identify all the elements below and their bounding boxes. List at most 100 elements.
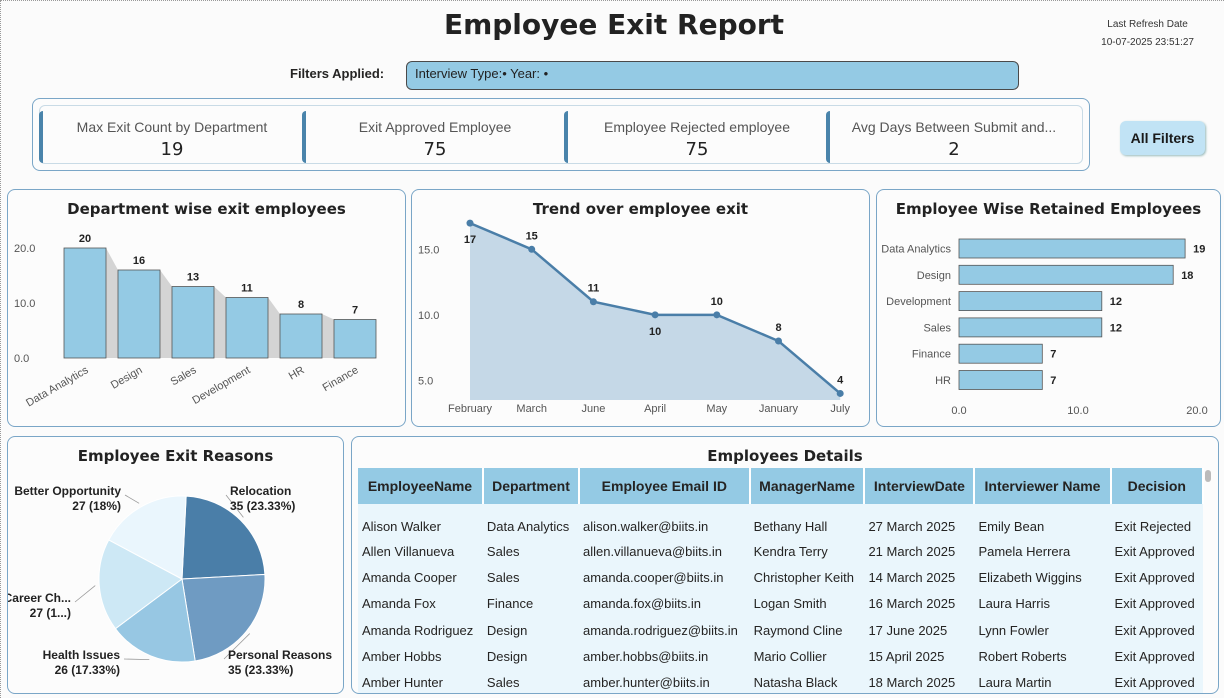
filters-label: Filters Applied: [290,66,385,81]
column-header[interactable]: ManagerName [749,468,866,504]
table-row[interactable]: Amber Hobbs Design amber.hobbs@biits.in Mar… [358,643,1203,670]
x-tick-label: June [581,403,605,415]
data-point [466,219,474,227]
y-tick-label: 0.0 [14,353,29,365]
table-cell: Christopher Keith [749,564,865,591]
table-cell: Kendra Terry [749,538,865,565]
kpi-label: Employee Rejected employee [604,119,790,135]
trend-chart-title: Trend over employee exit [532,200,749,218]
table-cell: Bethany Hall [749,504,865,538]
table-cell: Exit Approved [1110,616,1203,644]
slice-name: Personal Reasons [228,648,332,662]
table-cell: Sales [482,564,580,591]
data-point [651,311,659,319]
x-tick-label: 20.0 [1186,405,1207,417]
kpi-label: Max Exit Count by Department [76,119,268,135]
table-row[interactable]: Allen Villanueva Sales allen.villanueva@bi… [358,538,1203,565]
leader-line [223,633,251,660]
table-cell: Exit Approved [1110,643,1203,670]
column-header[interactable]: Employee Email ID [579,468,751,504]
x-tick-label: 0.0 [951,405,966,417]
bar [958,343,1043,364]
x-tick-label: Sales [169,364,199,388]
reasons-chart-card: Employee Exit Reasons Relocation 35 (23.3… [7,436,344,694]
table-cell: 21 March 2025 [864,538,975,565]
data-label: 10 [649,326,661,338]
data-label: 17 [464,234,476,246]
column-header[interactable]: InterviewDate [864,468,976,504]
x-tick-label: February [448,403,493,415]
trend-chart-card: Trend over employee exit 5.0 10.0 15.0 17 Fe… [411,189,870,427]
data-label: 13 [187,272,199,284]
kpi-card-avg-days[interactable]: Avg Days Between Submit and... 2 [826,111,1078,163]
data-label: 19 [1193,244,1205,256]
table-cell: 27 March 2025 [864,504,975,538]
table-row[interactable]: Amber Hunter Sales amber.hunter@biits.in Na… [358,669,1203,693]
table-cell: allen.villanueva@biits.in [579,538,750,565]
table-cell: Sales [482,669,580,693]
data-label: 8 [775,322,781,334]
table-cell: Exit Approved [1110,669,1203,693]
slice-value: 27 (1...) [30,606,71,620]
column-header[interactable]: EmployeeName [358,468,484,504]
data-label: 15 [526,230,538,242]
y-tick-label: 15.0 [418,244,439,256]
slice-value: 26 (17.33%) [55,663,120,677]
y-tick-label: 20.0 [14,243,35,255]
page-title: Employee Exit Report [443,8,785,41]
table-row[interactable]: Alison Walker Data Analytics alison.walker… [358,504,1203,538]
y-tick-label: Development [886,296,951,308]
column-header[interactable]: Department [482,468,581,504]
data-label: 7 [1050,349,1056,361]
x-tick-label: April [644,403,666,415]
data-point [713,311,721,319]
table-cell: Alison Walker [358,504,483,538]
table-cell: amanda.fox@biits.in [579,590,750,617]
column-header[interactable]: Interviewer Name [974,468,1112,504]
table-cell: Exit Approved [1110,538,1203,565]
table-cell: 14 March 2025 [864,564,975,591]
bar [63,247,107,359]
table-cell: Exit Approved [1110,590,1203,617]
data-label: 7 [352,305,358,317]
slice-name: Career Ch... [8,591,71,605]
table-cell: 15 April 2025 [864,643,975,670]
scrollbar-thumb[interactable] [1205,470,1211,482]
table-header-row: EmployeeName Department Employee Email ID M… [358,468,1205,504]
bar [117,269,161,359]
kpi-card-exit-approved[interactable]: Exit Approved Employee 75 [302,111,564,163]
data-point [528,245,536,253]
filters-applied-box: Interview Type:• Year: • [406,61,1019,90]
leader-line [124,494,140,504]
bar [958,238,1186,259]
table-cell: Exit Approved [1110,564,1203,591]
table-cell: Logan Smith [749,590,865,617]
dept-chart-card: Department wise exit employees 0.0 10.0 20… [7,189,406,427]
table-row[interactable]: Amanda Rodriguez Design amanda.rodriguez@b… [358,616,1203,644]
all-filters-button[interactable]: All Filters [1120,121,1205,155]
table-row[interactable]: Amanda Fox Finance amanda.fox@biits.in Loga… [358,590,1203,617]
y-tick-label: Data Analytics [881,244,951,256]
table-cell: Amanda Rodriguez [358,616,483,644]
x-tick-label: Development [190,364,252,407]
pie-slice [181,573,266,662]
column-header[interactable]: Decision [1110,468,1205,504]
kpi-value: 19 [160,139,184,160]
table-scrollbar[interactable] [1204,468,1212,693]
last-refresh-label: Last Refresh Date [1107,19,1188,30]
table-cell: Emily Bean [974,504,1111,538]
data-label: 20 [79,233,91,245]
table-row[interactable]: Amanda Cooper Sales amanda.cooper@biits.in… [358,564,1203,591]
kpi-card-max-exit[interactable]: Max Exit Count by Department 19 [39,111,301,163]
data-label: 7 [1050,375,1056,387]
table-cell: Robert Roberts [974,643,1111,670]
table-cell: Mario Collier [749,643,865,670]
y-tick-label: 5.0 [418,375,433,387]
bar [279,313,323,359]
last-refresh: Last Refresh Date 10-07-2025 23:51:27 [1101,16,1194,52]
table-cell: amanda.rodriguez@biits.in [579,616,750,644]
kpi-card-rejected[interactable]: Employee Rejected employee 75 [564,111,826,163]
pie-slice [114,578,196,663]
leader-line [74,585,96,603]
